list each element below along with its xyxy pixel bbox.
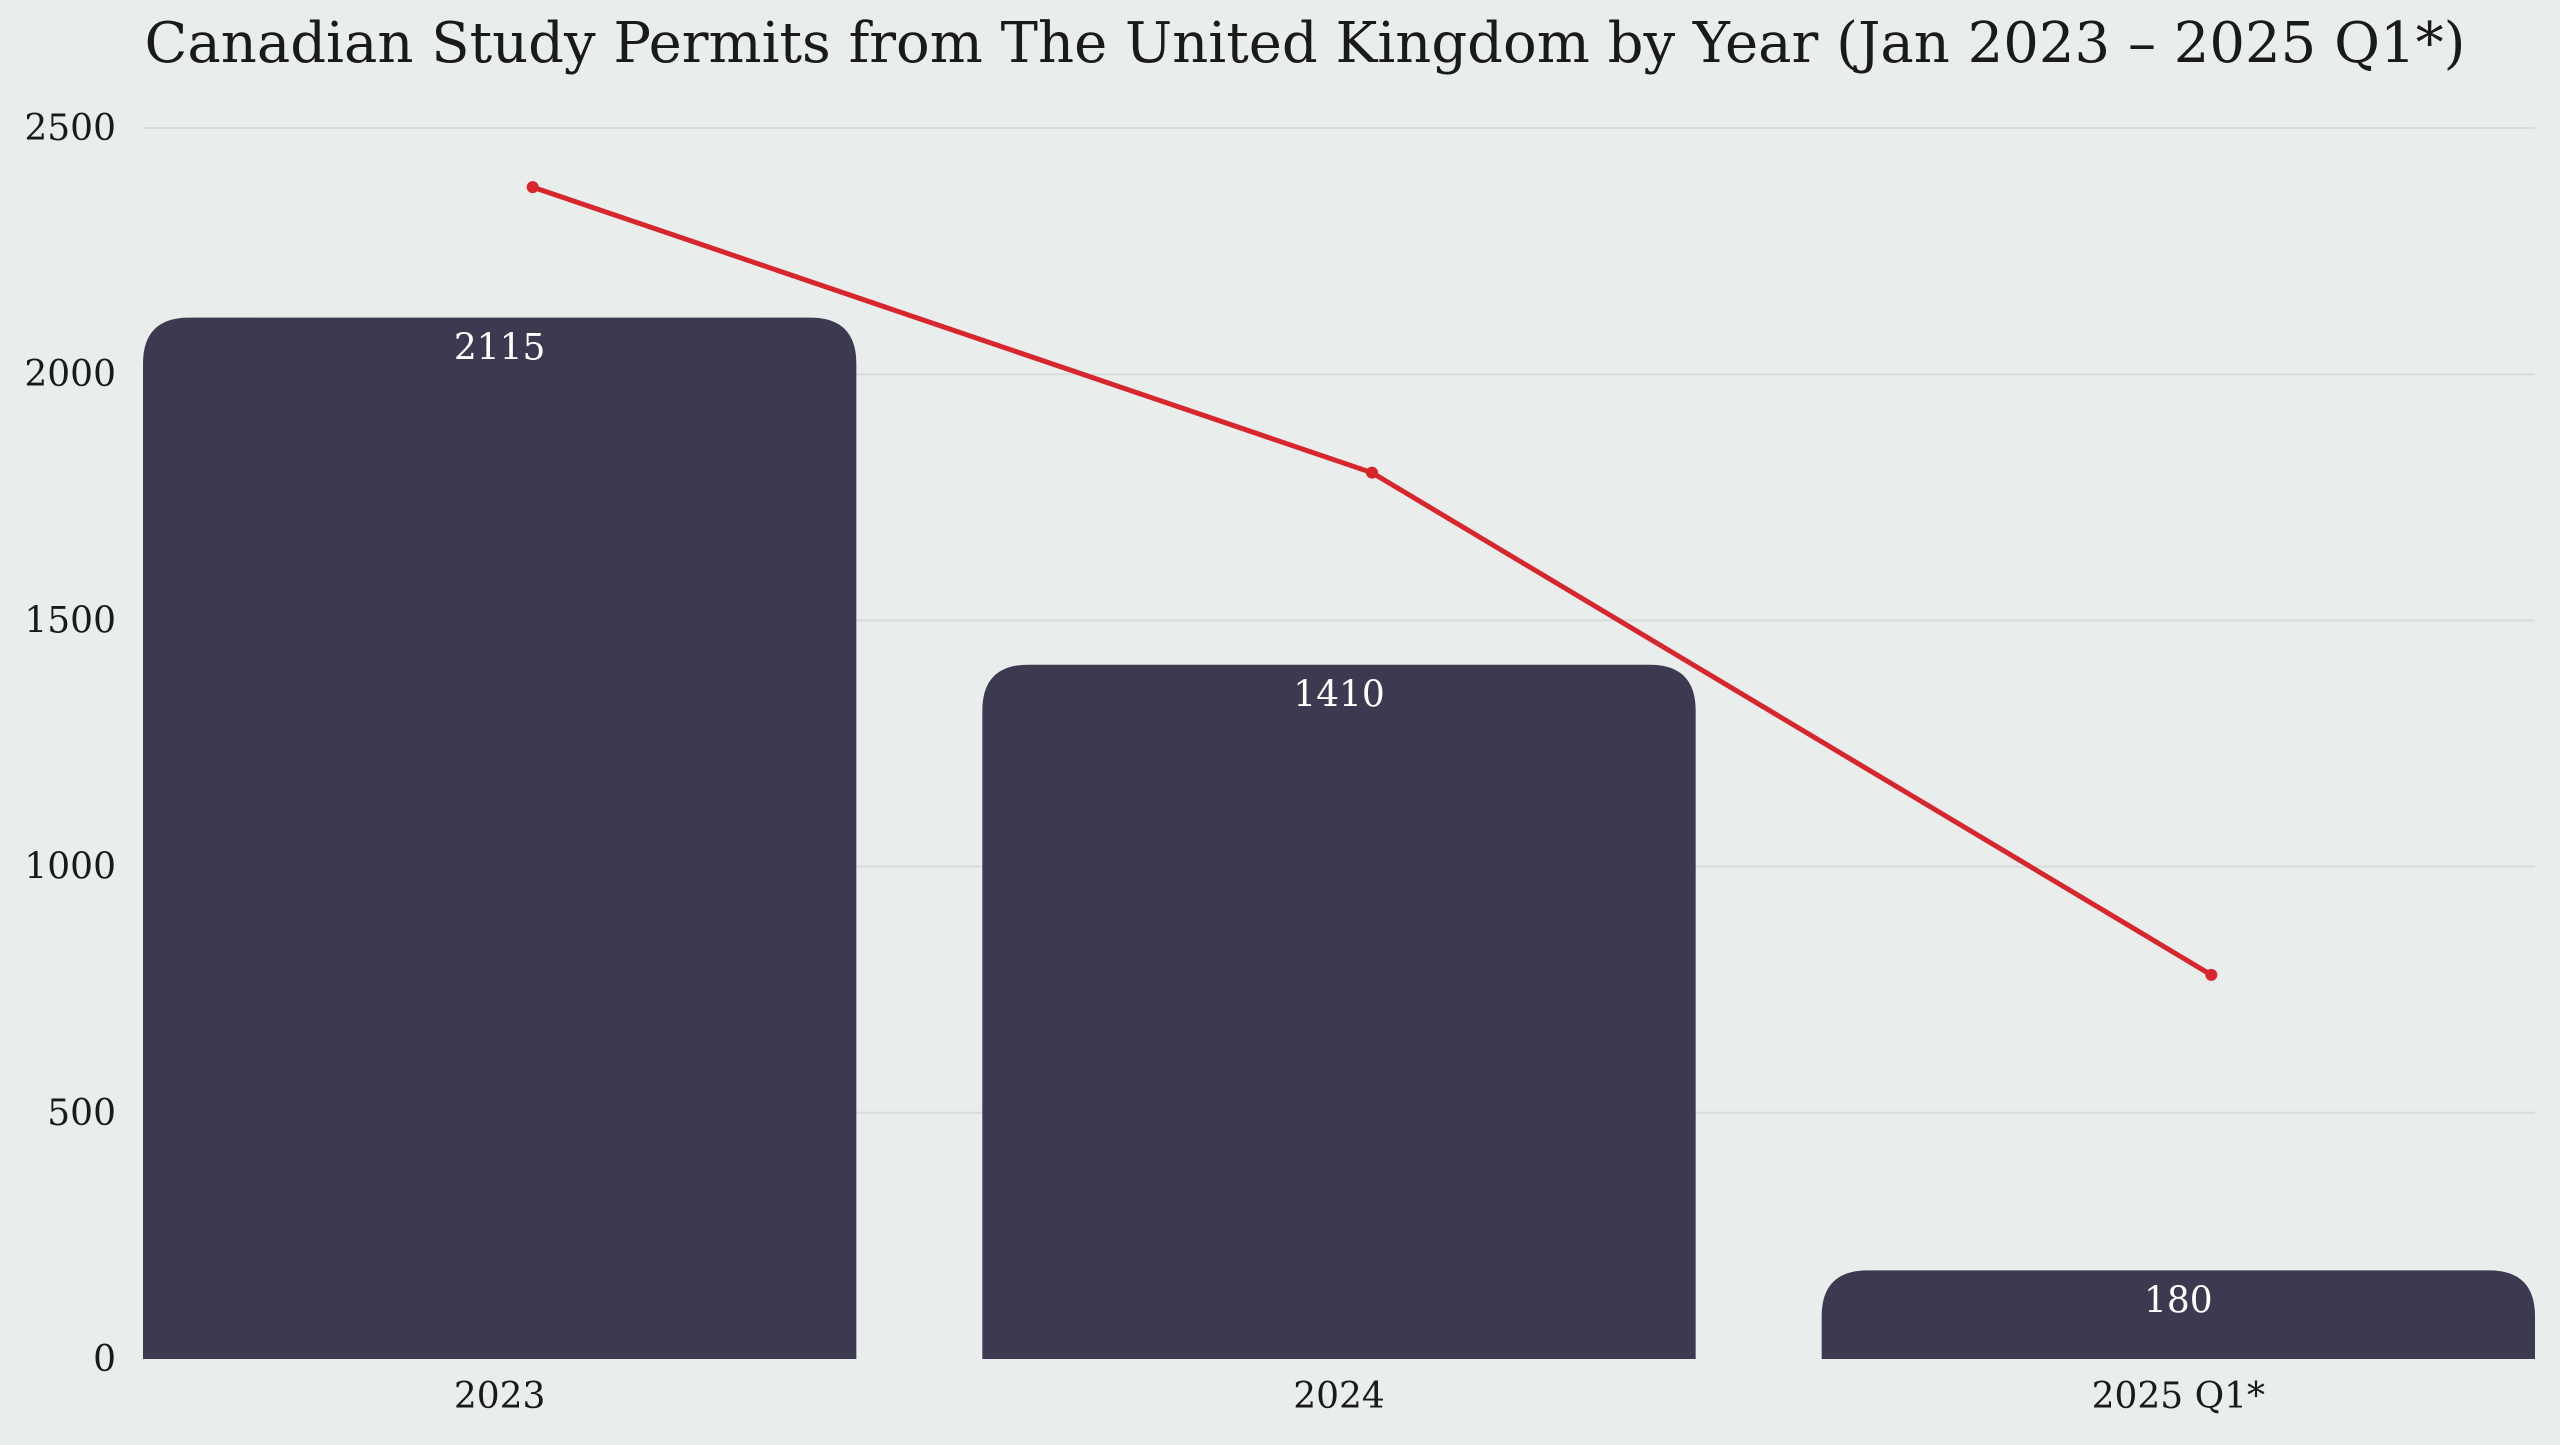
bar-value-labels: 2115 1410 180 (454, 328, 2213, 1322)
bar-value-label: 180 (2144, 1280, 2213, 1321)
y-tick-label: 0 (93, 1339, 116, 1380)
x-tick-label: 2023 (454, 1376, 546, 1417)
trend-line-point (2205, 968, 2218, 981)
y-tick-label: 2000 (24, 354, 116, 395)
bar-2024 (982, 664, 1696, 1359)
x-axis-ticks: 2023 2024 2025 Q1* (454, 1376, 2265, 1417)
bar-value-label: 2115 (454, 328, 546, 369)
y-tick-label: 500 (47, 1093, 116, 1134)
x-tick-label: 2025 Q1* (2092, 1376, 2265, 1417)
bar-value-label: 1410 (1293, 675, 1385, 716)
trend-line-point (1366, 466, 1378, 479)
bar-2025-q1- (1821, 1270, 2535, 1359)
trend-line (526, 181, 2218, 981)
y-tick-label: 1000 (24, 847, 116, 888)
y-tick-label: 1500 (24, 600, 116, 641)
x-tick-label: 2024 (1293, 1376, 1385, 1417)
bars (143, 317, 2535, 1360)
bar-2023 (143, 317, 857, 1360)
y-axis-ticks: 0 500 1000 1500 2000 2500 (24, 108, 116, 1380)
trend-line-point (526, 181, 539, 194)
y-tick-label: 2500 (24, 108, 116, 149)
chart-title: Canadian Study Permits from The United K… (145, 11, 2466, 76)
